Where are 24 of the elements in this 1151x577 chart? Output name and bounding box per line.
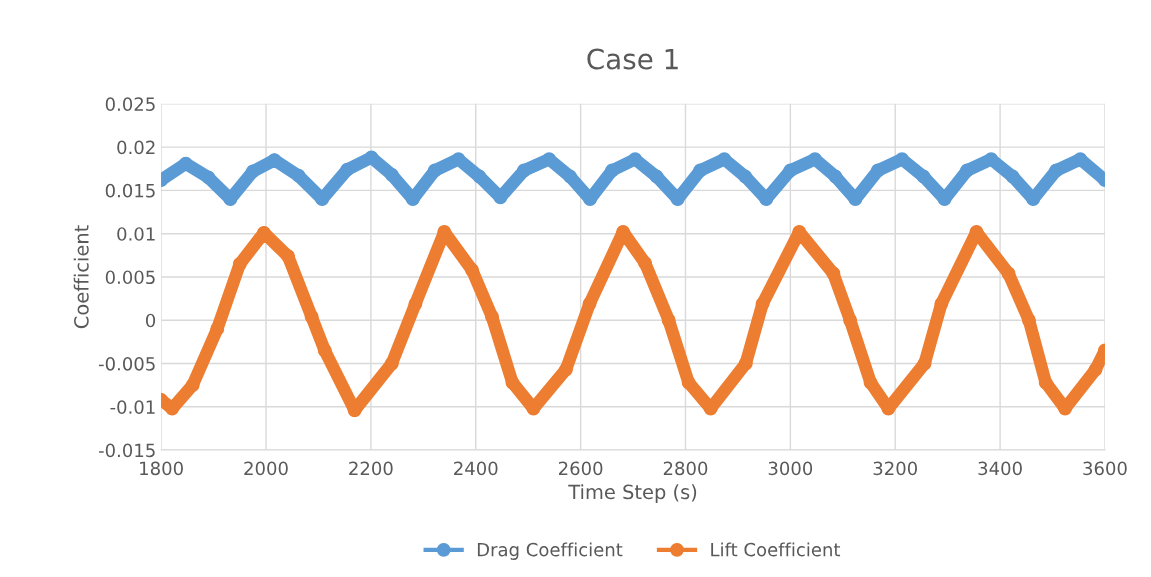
y-axis-title: Coefficient [73, 225, 89, 329]
x-tick-label: 2400 [454, 461, 498, 476]
chart-title: Case 1 [587, 48, 678, 70]
x-tick-label: 2200 [349, 461, 393, 476]
y-tick-label: 0 [145, 313, 156, 328]
legend-label: Drag Coefficient [477, 542, 623, 560]
x-tick-label: 3600 [1083, 461, 1127, 476]
x-tick-label: 3200 [873, 461, 917, 476]
x-tick-label: 2000 [244, 461, 288, 476]
x-tick-label: 1800 [140, 461, 183, 476]
y-tick-label: 0.005 [105, 270, 155, 285]
x-axis-title: Time Step (s) [568, 484, 697, 504]
x-tick-label: 2600 [558, 461, 603, 476]
y-tick-label: 0.025 [105, 97, 155, 111]
y-tick-label: 0.01 [117, 227, 155, 241]
y-tick-label: -0.015 [98, 443, 155, 458]
x-tick-label: 3000 [768, 461, 813, 476]
x-tick-label: 2800 [663, 461, 708, 476]
y-tick-label: 0.02 [117, 140, 155, 155]
legend-label: Lift Coefficient [711, 542, 841, 557]
y-tick-label: -0.01 [110, 400, 155, 414]
x-tick-label: 3400 [978, 461, 1022, 476]
y-tick-label: -0.005 [98, 356, 155, 371]
y-tick-label: 0.015 [105, 183, 155, 198]
